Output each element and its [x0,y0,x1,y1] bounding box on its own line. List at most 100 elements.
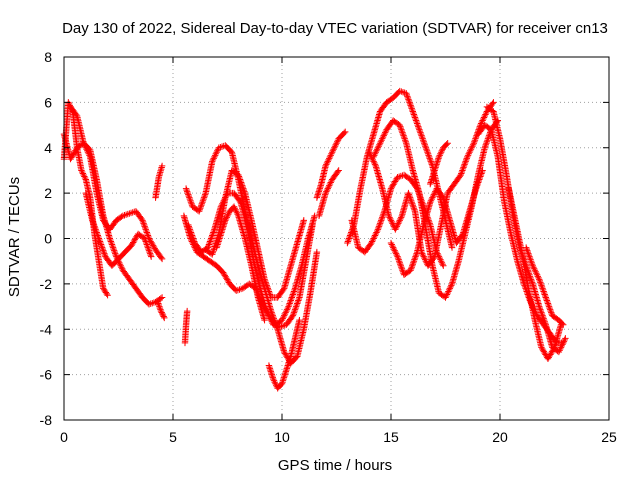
data-point-marker [345,236,352,244]
data-point-marker [292,304,299,312]
data-point-marker [419,135,426,142]
data-point-marker [407,195,414,203]
data-point-marker [143,239,150,247]
data-point-marker [545,301,552,309]
data-point-marker [396,259,403,266]
data-point-marker [537,280,545,288]
data-point-marker [281,310,289,318]
data-point-marker [429,192,437,200]
data-point-marker [556,347,563,354]
data-point-marker [237,179,245,186]
data-point-marker [442,294,449,301]
data-point-marker [142,238,149,245]
y-tick-label: 8 [44,49,52,65]
data-point-marker [290,288,298,295]
data-point-marker [236,197,243,205]
data-point-marker [328,150,335,157]
data-point-marker [395,218,403,226]
data-point-marker [142,236,149,244]
data-point-marker [371,150,379,157]
data-point-marker [426,155,433,162]
data-point-marker [477,171,485,179]
data-point-marker [279,315,286,322]
data-point-marker [234,211,241,218]
data-point-marker [478,170,485,177]
x-tick-label: 10 [274,429,290,445]
data-point-marker [401,136,409,144]
data-point-marker [473,182,481,189]
data-point-marker [540,315,547,322]
data-point-marker [286,298,294,306]
data-point-marker [443,291,451,298]
data-point-marker [78,168,86,176]
data-point-marker [159,311,167,319]
data-point-marker [421,254,428,262]
data-point-marker [398,126,405,133]
data-point-marker [92,226,99,233]
data-point-marker [375,224,382,232]
data-point-marker [474,180,481,188]
data-point-marker [187,227,194,235]
data-point-marker [266,289,273,297]
y-tick-labels: -8 -6 -4 -2 0 2 4 6 8 [40,49,53,428]
data-point-marker [411,256,418,263]
x-tick-label: 20 [492,429,508,445]
data-point-marker [409,202,416,209]
data-point-marker [155,300,162,307]
data-point-marker [199,199,206,206]
data-point-marker [542,320,549,327]
data-point-marker [536,276,543,283]
data-point-marker [475,177,482,185]
data-point-marker [206,238,214,245]
data-point-marker [528,259,535,266]
data-point-marker [284,304,292,312]
data-point-marker [560,321,567,328]
data-point-marker [155,301,163,309]
data-point-marker [146,250,154,257]
series-arc-y [522,244,567,328]
data-point-marker [126,210,133,217]
data-point-marker [186,195,194,203]
data-point-marker [222,215,230,223]
data-point-marker [561,336,568,344]
data-point-marker [526,273,534,280]
data-point-marker [537,306,544,313]
data-point-marker [211,152,219,159]
data-point-marker [371,159,378,167]
data-point-marker [406,194,414,201]
data-point-marker [399,129,406,136]
data-point-marker [410,109,417,117]
data-point-marker [236,174,243,182]
data-point-marker [394,254,402,262]
y-tick-label: 6 [44,94,52,110]
data-point-marker [209,158,216,165]
data-point-marker [389,244,397,251]
data-point-marker [330,146,337,153]
data-point-marker [387,217,395,224]
y-tick-label: -8 [40,412,53,428]
data-point-marker [539,285,546,292]
data-point-marker [89,218,97,226]
data-point-marker [457,171,464,179]
data-point-marker [416,126,423,133]
data-point-marker [324,185,331,192]
data-point-marker [437,256,444,263]
data-point-marker [550,345,557,353]
data-point-marker [108,241,116,248]
data-point-marker [141,235,148,242]
data-point-marker [402,138,409,145]
data-point-marker [397,215,404,223]
data-point-marker [210,155,217,162]
data-point-marker [195,208,203,215]
data-point-marker [368,239,375,247]
y-tick-label: -4 [40,321,53,337]
data-points [60,87,569,392]
data-point-marker [468,144,475,151]
data-point-marker [460,164,467,171]
data-point-marker [327,152,334,159]
data-point-marker [464,153,471,161]
data-point-marker [379,214,386,221]
data-point-marker [385,212,393,220]
data-point-marker [412,251,420,259]
data-point-marker [558,342,565,350]
